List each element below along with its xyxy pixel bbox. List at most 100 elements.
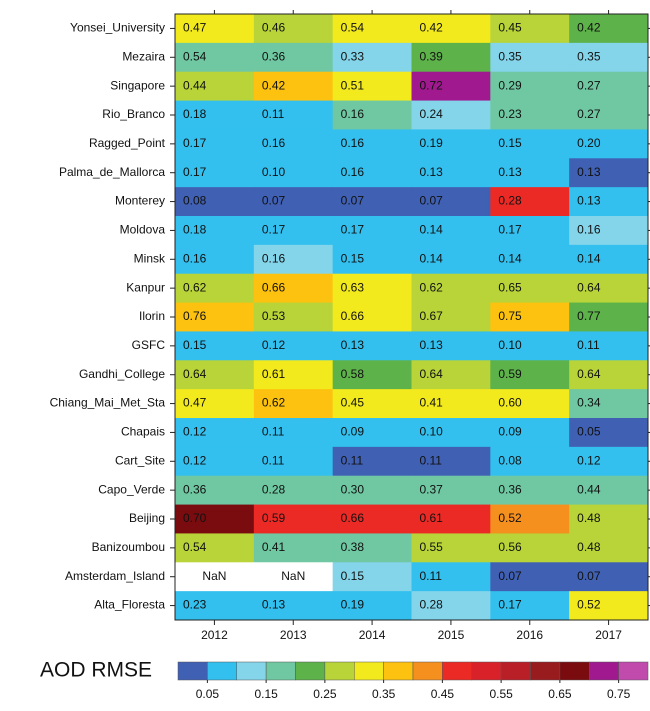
heatmap-cell	[569, 71, 649, 102]
cell-label: 0.36	[498, 482, 522, 496]
heatmap-cell	[490, 244, 570, 275]
heatmap-cell	[253, 504, 334, 534]
heatmap-cell	[490, 591, 570, 621]
heatmap-cell	[569, 591, 649, 621]
colorbar-swatch	[295, 661, 326, 681]
heatmap-cell	[332, 302, 412, 332]
cell-label: 0.66	[341, 511, 365, 525]
cell-label: 0.07	[420, 194, 444, 208]
y-tick-label: Capo_Verde	[98, 482, 165, 496]
cell-label: 0.13	[577, 194, 601, 208]
heatmap-cell	[569, 14, 649, 44]
cell-label: 0.62	[420, 280, 444, 294]
cell-label: 0.11	[262, 107, 285, 121]
heatmap-cell	[175, 533, 255, 563]
heatmap-cell	[490, 158, 570, 188]
cell-label: 0.52	[498, 511, 522, 525]
colorbar-swatch	[618, 661, 649, 681]
cell-label: 0.07	[498, 569, 522, 583]
plot-frame	[174, 13, 649, 621]
heatmap-cell	[253, 302, 334, 332]
y-tick-label: Rio_Branco	[102, 107, 165, 121]
heatmap-cell	[253, 360, 334, 390]
cell-label: 0.23	[498, 107, 522, 121]
x-tick-label: 2012	[201, 628, 228, 642]
heatmap-cell	[332, 418, 412, 448]
y-tick-label: Gandhi_College	[79, 367, 165, 381]
cell-label: 0.20	[577, 136, 601, 150]
heatmap-cell	[569, 302, 649, 332]
heatmap-cell	[411, 562, 491, 592]
heatmap-cell	[490, 389, 570, 419]
cell-label: 0.66	[262, 280, 286, 294]
cell-label: 0.36	[262, 49, 286, 63]
heatmap-cell	[175, 418, 255, 448]
heatmap-cell	[175, 216, 255, 246]
cell-label: 0.10	[420, 425, 444, 439]
x-tick-label: 2016	[516, 628, 543, 642]
cell-label: 0.61	[420, 511, 444, 525]
colorbar-tick-label: 0.65	[548, 687, 572, 701]
colorbar-swatch	[589, 661, 619, 681]
heatmap-cell	[411, 475, 491, 506]
y-tick-label: Ragged_Point	[89, 136, 166, 150]
cell-label: 0.07	[577, 569, 601, 583]
cell-label: 0.11	[341, 453, 364, 467]
cell-label: 0.14	[420, 251, 444, 265]
cell-label: 0.64	[420, 367, 444, 381]
cell-label: 0.65	[498, 280, 522, 294]
colorbar-swatch	[559, 661, 590, 681]
cell-label: 0.28	[498, 194, 522, 208]
heatmap-cell	[332, 562, 412, 592]
colorbar-swatch	[471, 661, 502, 681]
cell-label: 0.47	[183, 396, 207, 410]
cell-label: 0.30	[341, 482, 365, 496]
heatmap-cell	[411, 302, 491, 332]
colorbar-tick-label: 0.55	[489, 687, 513, 701]
cell-label: 0.07	[262, 194, 286, 208]
y-tick-label: Palma_de_Mallorca	[59, 165, 165, 179]
cell-label: 0.17	[262, 223, 286, 237]
cell-label: 0.18	[183, 107, 207, 121]
heatmap-cell	[569, 42, 649, 73]
heatmap-cell	[253, 591, 334, 621]
cell-label: 0.17	[498, 223, 522, 237]
cell-label: 0.48	[577, 540, 601, 554]
heatmap-cell	[411, 591, 491, 621]
cell-label: 0.66	[341, 309, 365, 323]
cell-label: 0.16	[262, 251, 286, 265]
y-tick-label: GSFC	[132, 338, 166, 352]
heatmap-cell	[253, 562, 334, 592]
cell-label: 0.35	[498, 49, 522, 63]
heatmap-cell	[490, 42, 570, 73]
cell-label: 0.12	[577, 453, 601, 467]
cell-label: 0.44	[183, 78, 207, 92]
cell-label: 0.23	[183, 598, 207, 612]
cell-label: 0.41	[262, 540, 286, 554]
y-tick-label: Singapore	[110, 78, 165, 92]
y-tick-label: Moldova	[120, 223, 166, 237]
heatmap-cell	[175, 129, 255, 159]
cell-label: 0.51	[341, 78, 365, 92]
cell-label: 0.16	[183, 251, 207, 265]
heatmap-cell	[569, 446, 649, 477]
cell-label: 0.15	[183, 338, 207, 352]
cell-label: 0.17	[341, 223, 365, 237]
colorbar-tick-label: 0.35	[372, 687, 396, 701]
cell-label: NaN	[281, 569, 305, 583]
x-tick-label: 2015	[438, 628, 465, 642]
cell-label: 0.11	[577, 338, 600, 352]
colorbar-swatch	[265, 661, 296, 681]
heatmap-cell	[411, 533, 491, 563]
heatmap-cell	[569, 389, 649, 419]
heatmap-cell	[569, 216, 649, 246]
cell-label: 0.34	[577, 396, 601, 410]
cell-label: 0.36	[183, 482, 207, 496]
heatmap-cell	[175, 331, 255, 361]
cell-label: 0.15	[341, 251, 365, 265]
heatmap-cell	[490, 504, 570, 534]
colorbar-swatch	[236, 661, 267, 681]
cell-label: 0.17	[498, 598, 522, 612]
heatmap-cell	[332, 158, 412, 188]
